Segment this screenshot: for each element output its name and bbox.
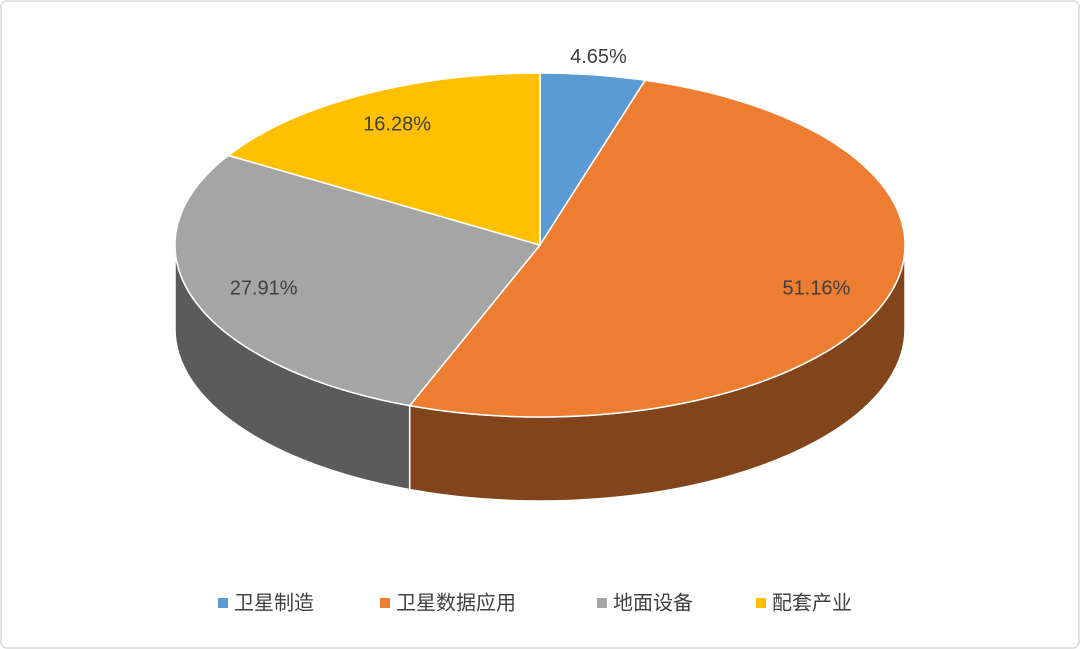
data-label: 51.16% <box>782 278 850 300</box>
legend-marker <box>380 598 390 608</box>
data-label: 4.65% <box>570 46 627 68</box>
legend-marker <box>597 598 607 608</box>
slice <box>408 79 906 418</box>
legend-marker <box>756 598 766 608</box>
legend-label: 卫星数据应用 <box>396 591 516 614</box>
slice <box>174 154 542 407</box>
data-label: 27.91% <box>230 278 298 300</box>
legend-label: 卫星制造 <box>234 591 314 614</box>
legend-label: 地面设备 <box>613 591 693 614</box>
legend-label: 配套产业 <box>772 591 852 614</box>
legend-marker <box>218 598 228 608</box>
data-label: 16.28% <box>363 113 431 135</box>
slice <box>226 72 541 246</box>
